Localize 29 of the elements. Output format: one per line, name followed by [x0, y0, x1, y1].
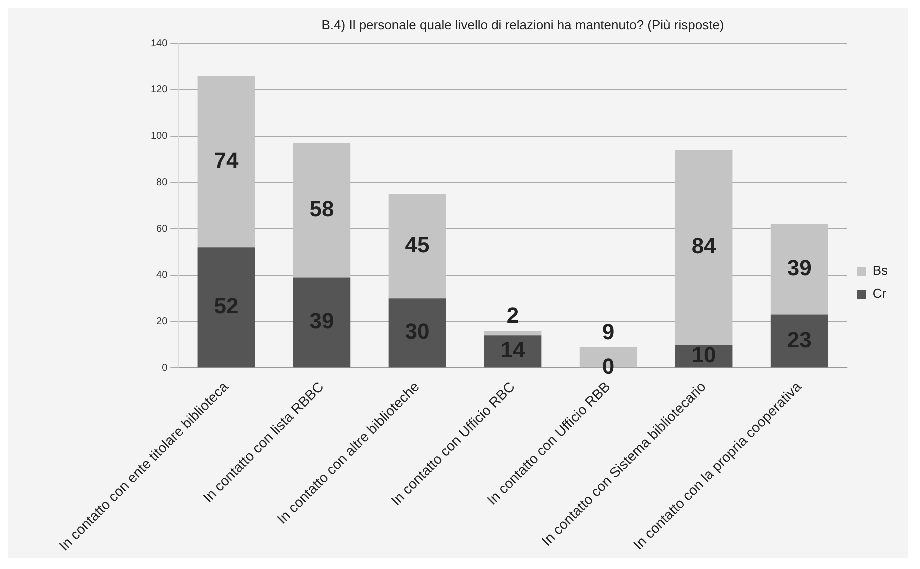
- data-label: 84: [692, 234, 718, 259]
- y-tick-label: 80: [156, 177, 168, 188]
- bar: [770, 224, 828, 315]
- y-tick-label: 40: [156, 270, 168, 282]
- bar: [198, 76, 256, 248]
- y-tick-label: 100: [150, 131, 168, 142]
- data-label: 74: [214, 148, 240, 173]
- bar: [293, 278, 351, 368]
- bar: [770, 314, 828, 368]
- y-tick-label: 60: [156, 224, 168, 235]
- data-label: 45: [405, 232, 430, 258]
- y-tick-label: 120: [150, 84, 168, 96]
- chart-title: B.4) Il personale quale livello di relazioni ha mantenuto? (Più risposte): [322, 17, 724, 32]
- bar: [675, 150, 733, 345]
- data-label: 0: [602, 354, 615, 380]
- bar: [484, 331, 542, 336]
- bar: [388, 298, 446, 368]
- legend-label: Bs: [872, 263, 888, 278]
- y-tick-label: 20: [156, 316, 168, 328]
- y-tick-label: 0: [162, 362, 168, 374]
- y-tick-label: 140: [150, 38, 168, 50]
- data-label: 58: [310, 196, 334, 222]
- data-label: 2: [506, 303, 520, 328]
- bar: [293, 143, 351, 278]
- data-label: 9: [602, 319, 615, 344]
- data-label: 39: [787, 256, 812, 281]
- bar: [388, 194, 446, 299]
- bar: [198, 248, 256, 368]
- legend-label: Cr: [872, 286, 888, 302]
